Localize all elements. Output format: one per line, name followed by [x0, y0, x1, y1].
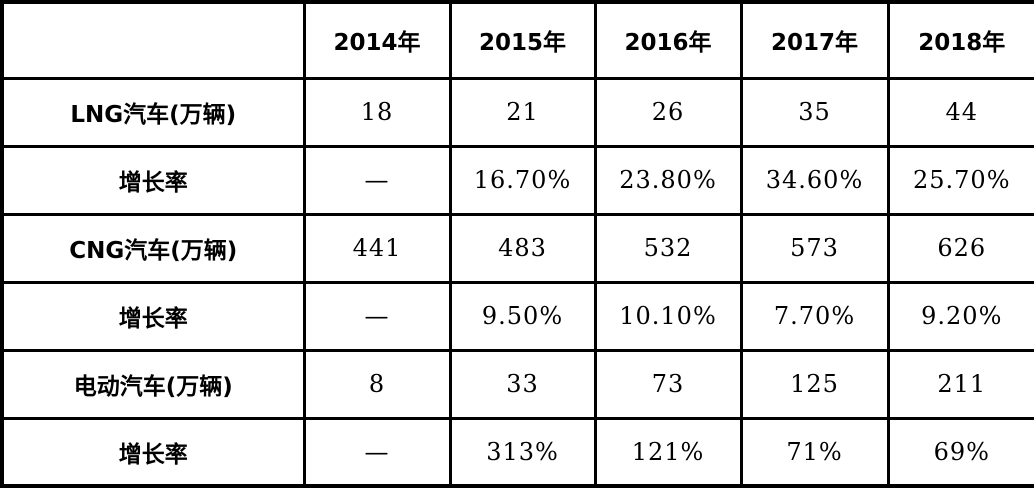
- cell-value: 44: [886, 76, 1034, 148]
- row-label-ev: 电动汽车(万辆): [0, 348, 306, 420]
- cell-value: —: [302, 144, 452, 216]
- table-row-ev: 电动汽车(万辆) 8 33 73 125 211: [0, 348, 1034, 420]
- cell-value: 573: [739, 212, 890, 284]
- cell-value: —: [302, 416, 452, 488]
- cell-value: 71%: [739, 416, 890, 488]
- cell-value: 23.80%: [593, 144, 743, 216]
- cell-value: 18: [302, 76, 452, 148]
- cell-value: 532: [593, 212, 743, 284]
- table-row-lng: LNG汽车(万辆) 18 21 26 35 44: [0, 76, 1034, 148]
- cell-value: 35: [739, 76, 890, 148]
- cell-value: 121%: [593, 416, 743, 488]
- cell-value: —: [302, 280, 452, 352]
- cell-value: 26: [593, 76, 743, 148]
- header-cell-2014: 2014年: [302, 0, 452, 80]
- header-cell-2018: 2018年: [886, 0, 1034, 80]
- cell-value: 441: [302, 212, 452, 284]
- row-label-cng-growth: 增长率: [0, 280, 306, 352]
- row-label-ev-growth: 增长率: [0, 416, 306, 488]
- row-label-lng: LNG汽车(万辆): [0, 76, 306, 148]
- cell-value: 73: [593, 348, 743, 420]
- cell-value: 34.60%: [739, 144, 890, 216]
- cell-value: 313%: [448, 416, 597, 488]
- header-cell-2017: 2017年: [739, 0, 890, 80]
- cell-value: 25.70%: [886, 144, 1034, 216]
- cell-value: 9.50%: [448, 280, 597, 352]
- row-label-cng: CNG汽车(万辆): [0, 212, 306, 284]
- table-row-lng-growth: 增长率 — 16.70% 23.80% 34.60% 25.70%: [0, 144, 1034, 216]
- table-row-ev-growth: 增长率 — 313% 121% 71% 69%: [0, 416, 1034, 488]
- cell-value: 69%: [886, 416, 1034, 488]
- cell-value: 8: [302, 348, 452, 420]
- cell-value: 626: [886, 212, 1034, 284]
- header-cell-blank: [0, 0, 306, 80]
- header-cell-2015: 2015年: [448, 0, 597, 80]
- table-row-cng-growth: 增长率 — 9.50% 10.10% 7.70% 9.20%: [0, 280, 1034, 352]
- header-cell-2016: 2016年: [593, 0, 743, 80]
- cell-value: 125: [739, 348, 890, 420]
- cell-value: 483: [448, 212, 597, 284]
- table-header-row: 2014年 2015年 2016年 2017年 2018年: [0, 0, 1034, 80]
- cell-value: 21: [448, 76, 597, 148]
- cell-value: 7.70%: [739, 280, 890, 352]
- row-label-lng-growth: 增长率: [0, 144, 306, 216]
- cell-value: 211: [886, 348, 1034, 420]
- cell-value: 33: [448, 348, 597, 420]
- cell-value: 10.10%: [593, 280, 743, 352]
- table-row-cng: CNG汽车(万辆) 441 483 532 573 626: [0, 212, 1034, 284]
- cell-value: 16.70%: [448, 144, 597, 216]
- cell-value: 9.20%: [886, 280, 1034, 352]
